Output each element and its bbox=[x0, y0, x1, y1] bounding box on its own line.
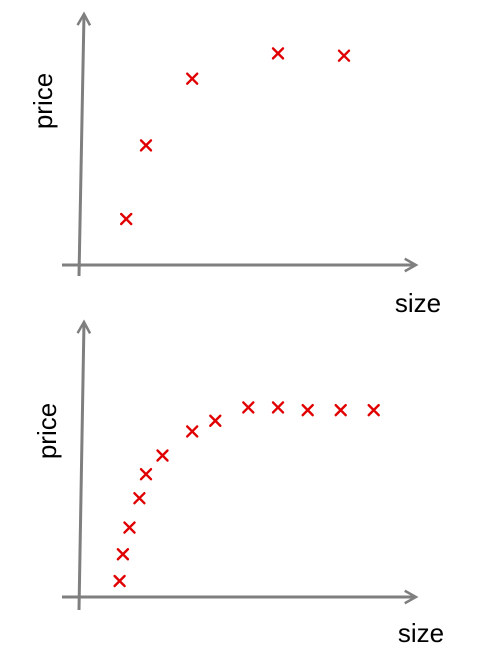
chart-bottom-point-3 bbox=[123, 521, 136, 534]
chart-top-point-4 bbox=[271, 47, 285, 60]
chart-bottom-point-8 bbox=[209, 414, 222, 427]
chart-bottom-point-2 bbox=[116, 548, 130, 561]
chart-top-point-2 bbox=[139, 139, 153, 152]
chart-bottom-ylabel: price bbox=[32, 403, 62, 459]
chart-bottom-point-1 bbox=[113, 574, 126, 588]
chart-bottom-xlabel: size bbox=[398, 618, 444, 648]
chart-bottom-point-10 bbox=[271, 401, 285, 414]
chart-bottom-point-13 bbox=[367, 403, 380, 417]
chart-bottom-point-6 bbox=[156, 449, 169, 462]
chart-bottom-point-5 bbox=[139, 467, 153, 481]
chart-bottom-y-axis bbox=[79, 322, 84, 611]
chart-top: price size bbox=[28, 14, 441, 318]
chart-bottom-point-4 bbox=[133, 492, 146, 505]
chart-top-y-axis bbox=[79, 14, 84, 277]
chart-bottom-point-7 bbox=[186, 425, 199, 438]
chart-top-point-3 bbox=[186, 72, 199, 85]
chart-top-point-1 bbox=[120, 212, 133, 226]
chart-bottom-point-12 bbox=[334, 403, 347, 417]
chart-top-ylabel: price bbox=[28, 73, 58, 129]
chart-top-point-5 bbox=[337, 49, 351, 62]
chart-bottom-point-9 bbox=[242, 401, 255, 414]
chart-top-points bbox=[120, 47, 351, 226]
chart-bottom-points bbox=[113, 401, 380, 588]
chart-bottom: price size bbox=[32, 322, 444, 648]
chart-bottom-point-11 bbox=[301, 403, 314, 417]
chart-top-xlabel: size bbox=[395, 288, 441, 318]
